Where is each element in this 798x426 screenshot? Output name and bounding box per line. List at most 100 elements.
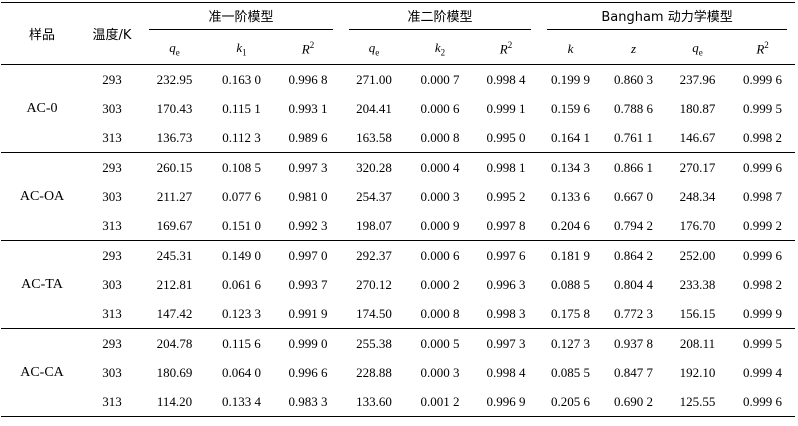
value-cell: 0.000 3 bbox=[420, 364, 460, 380]
column-subscript: e bbox=[175, 47, 180, 58]
value-cell: 0.937 8 bbox=[614, 335, 654, 351]
value-cell: 170.43 bbox=[156, 100, 193, 116]
value-cell: 180.87 bbox=[679, 100, 716, 116]
column-header: qe bbox=[341, 33, 408, 65]
value-cell: 0.804 4 bbox=[614, 276, 654, 292]
value-cell: 0.077 6 bbox=[222, 188, 261, 204]
value-cell: 260.15 bbox=[156, 159, 193, 175]
temperature-cell: 293 bbox=[102, 335, 122, 351]
value-cell: 0.164 1 bbox=[539, 123, 603, 153]
temperature-cell: 303 bbox=[102, 100, 122, 116]
value-cell: 0.000 2 bbox=[420, 276, 460, 292]
value-cell: 0.163 0 bbox=[222, 71, 261, 87]
temperature-cell: 313 bbox=[83, 211, 141, 241]
value-cell: 0.108 5 bbox=[222, 159, 261, 175]
value-cell: 0.998 2 bbox=[743, 276, 783, 292]
column-symbol: q bbox=[368, 39, 376, 55]
value-cell: 0.999 0 bbox=[288, 335, 328, 351]
value-cell: 0.998 1 bbox=[486, 159, 526, 175]
column-header-row: qe k1 R2 qe k2 R2 k z qe R2 bbox=[1, 33, 796, 65]
value-cell: 0.998 4 bbox=[486, 71, 526, 87]
value-cell: 147.42 bbox=[141, 299, 208, 329]
group-label: 准一阶模型 bbox=[149, 6, 334, 30]
value-cell: 320.28 bbox=[356, 159, 392, 175]
value-cell: 198.07 bbox=[341, 211, 408, 241]
column-header: k bbox=[539, 33, 603, 65]
value-cell: 0.991 9 bbox=[275, 299, 342, 329]
value-cell: 0.159 6 bbox=[551, 100, 591, 116]
temperature-header: 温度/K bbox=[83, 2, 141, 65]
value-cell: 0.999 4 bbox=[743, 364, 783, 380]
value-cell: 0.999 1 bbox=[486, 100, 526, 116]
value-cell: 0.133 4 bbox=[208, 387, 275, 417]
value-cell: 0.989 6 bbox=[275, 123, 342, 153]
column-symbol: k bbox=[434, 39, 441, 55]
value-cell: 0.997 0 bbox=[288, 247, 328, 263]
value-cell: 292.37 bbox=[356, 247, 392, 263]
temperature-cell: 313 bbox=[83, 299, 141, 329]
value-cell: 0.999 5 bbox=[743, 335, 783, 351]
value-cell: 156.15 bbox=[665, 299, 731, 329]
column-subscript: 1 bbox=[242, 47, 247, 58]
value-cell: 0.981 0 bbox=[288, 188, 328, 204]
value-cell: 0.996 3 bbox=[486, 276, 526, 292]
temperature-cell: 293 bbox=[102, 71, 122, 87]
value-cell: 0.998 4 bbox=[486, 364, 526, 380]
value-cell: 0.181 9 bbox=[551, 247, 591, 263]
sample-cell: AC-OA bbox=[1, 152, 83, 241]
value-cell: 254.37 bbox=[356, 188, 392, 204]
value-cell: 0.997 3 bbox=[288, 159, 328, 175]
table-body: AC-0 293 232.95 0.163 0 0.996 8 271.00 0.000 7… bbox=[1, 64, 796, 417]
value-cell: 0.064 0 bbox=[222, 364, 261, 380]
table-row: AC-0 293 232.95 0.163 0 0.996 8 271.00 0.000 7… bbox=[1, 64, 795, 153]
column-symbol: q bbox=[692, 39, 699, 55]
group-header-pso: 准二阶模型 bbox=[341, 2, 540, 33]
column-superscript: 2 bbox=[309, 39, 315, 50]
sample-cell: AC-CA bbox=[1, 328, 83, 417]
value-cell: 0.085 5 bbox=[551, 364, 591, 380]
value-cell: 0.000 8 bbox=[407, 123, 474, 153]
value-cell: 0.999 2 bbox=[730, 211, 796, 241]
table-row: 313 136.73 0.112 3 0.989 6 163.58 0.000 8 0.99… bbox=[1, 123, 796, 153]
value-cell: 136.73 bbox=[141, 123, 208, 153]
value-cell: 248.34 bbox=[679, 188, 716, 204]
value-cell: 211.27 bbox=[156, 188, 193, 204]
column-subscript: e bbox=[698, 47, 703, 58]
temperature-cell: 293 bbox=[102, 247, 122, 263]
value-cell: 0.134 3 bbox=[551, 159, 591, 175]
group-header-bangham: Bangham 动力学模型 bbox=[539, 2, 796, 33]
value-cell: 0.860 3 bbox=[614, 71, 654, 87]
table-row: AC-TA 293 245.31 0.149 0 0.997 0 292.37 0.000 … bbox=[1, 240, 795, 329]
table-row: 303 170.43 0.115 1 0.993 1 204.41 0.000 6 0.99… bbox=[1, 94, 795, 123]
value-cell: 0.847 7 bbox=[614, 364, 654, 380]
value-cell: 0.690 2 bbox=[602, 387, 666, 417]
table-row: 313 169.67 0.151 0 0.992 3 198.07 0.000 9 0.99… bbox=[1, 211, 796, 241]
group-label: 准二阶模型 bbox=[349, 6, 532, 30]
value-cell: 0.993 7 bbox=[288, 276, 328, 292]
value-cell: 0.205 6 bbox=[539, 387, 603, 417]
value-cell: 0.115 6 bbox=[222, 335, 261, 351]
column-symbol: R bbox=[499, 41, 508, 57]
value-cell: 0.997 3 bbox=[486, 335, 526, 351]
temperature-cell: 303 bbox=[102, 276, 122, 292]
column-symbol: R bbox=[756, 41, 765, 57]
value-cell: 0.112 3 bbox=[208, 123, 275, 153]
value-cell: 114.20 bbox=[141, 387, 208, 417]
column-header: R2 bbox=[730, 33, 796, 65]
value-cell: 169.67 bbox=[141, 211, 208, 241]
value-cell: 0.000 9 bbox=[407, 211, 474, 241]
sample-cell: AC-0 bbox=[1, 64, 83, 153]
value-cell: 0.999 6 bbox=[743, 247, 783, 263]
group-header-pfo: 准一阶模型 bbox=[141, 2, 342, 33]
value-cell: 0.000 5 bbox=[420, 335, 460, 351]
value-cell: 125.55 bbox=[665, 387, 731, 417]
column-symbol: q bbox=[169, 39, 176, 55]
column-subscript: e bbox=[375, 47, 380, 58]
column-superscript: 2 bbox=[507, 39, 513, 50]
column-header: qe bbox=[665, 33, 731, 65]
value-cell: 0.999 9 bbox=[730, 299, 796, 329]
temperature-cell: 313 bbox=[83, 387, 141, 417]
table-row: 313 147.42 0.123 3 0.991 9 174.50 0.000 8 0.99… bbox=[1, 299, 796, 329]
value-cell: 0.123 3 bbox=[208, 299, 275, 329]
value-cell: 0.794 2 bbox=[602, 211, 666, 241]
